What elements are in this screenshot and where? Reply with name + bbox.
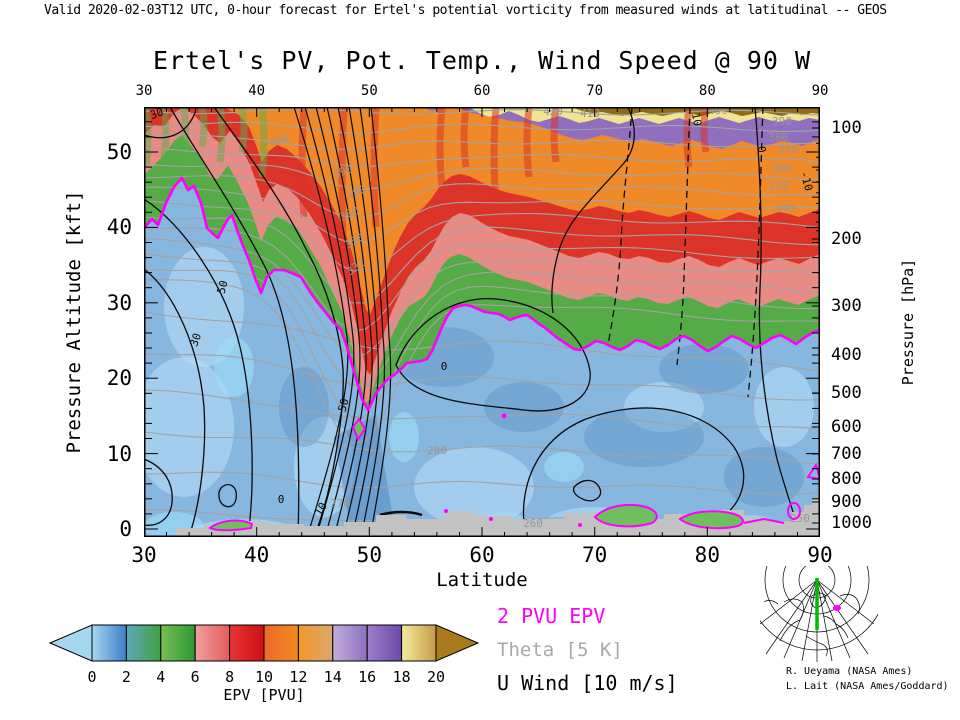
svg-text:12: 12	[289, 668, 307, 686]
svg-text:-10: -10	[798, 170, 816, 193]
svg-text:280: 280	[427, 444, 447, 457]
lat-tick-top: 60	[473, 83, 491, 99]
svg-text:0: 0	[754, 145, 768, 154]
lat-tick-top: 80	[698, 83, 716, 99]
overlay-legend: 2 PVU EPV Theta [5 K] U Wind [10 m/s]	[497, 604, 678, 695]
hpa-tick: 100	[831, 118, 862, 138]
x-axis-title: Latitude	[436, 569, 528, 591]
svg-text:10: 10	[312, 500, 330, 518]
svg-text:20: 20	[427, 668, 445, 686]
svg-text:16: 16	[358, 668, 376, 686]
inset-location-map	[760, 566, 878, 662]
epv-colorbar: 0 2 4 6 8 10 12 14 16 18 20 EPV [PVU]	[48, 624, 480, 704]
svg-text:30: 30	[187, 331, 204, 348]
svg-text:360: 360	[773, 162, 793, 175]
legend-theta: Theta [5 K]	[497, 639, 623, 661]
hpa-tick: 300	[831, 296, 862, 316]
svg-text:410: 410	[580, 107, 600, 120]
kft-tick: 0	[119, 517, 132, 541]
lat-tick-top: 30	[135, 83, 153, 99]
legend-2pvu-epv: 2 PVU EPV	[497, 604, 606, 628]
left-axis-title: Pressure Altitude [kft]	[63, 190, 85, 454]
svg-text:0: 0	[278, 493, 285, 506]
lat-tick-top: 50	[360, 83, 378, 99]
svg-text:420: 420	[543, 107, 563, 118]
svg-text:8: 8	[225, 668, 234, 686]
svg-text:2: 2	[122, 668, 131, 686]
svg-text:0: 0	[441, 360, 448, 373]
lat-tick-bottom: 80	[694, 543, 720, 567]
hpa-tick: 200	[831, 229, 862, 249]
svg-text:350: 350	[768, 180, 788, 193]
kft-tick: 40	[106, 215, 132, 240]
svg-text:30: 30	[148, 107, 165, 122]
lat-tick-bottom: 40	[244, 543, 270, 567]
svg-text:6: 6	[191, 668, 200, 686]
kft-tick: 10	[106, 441, 132, 466]
lat-tick-bottom: 70	[582, 543, 608, 567]
hpa-tick: 700	[831, 444, 862, 464]
svg-text:0: 0	[87, 668, 96, 686]
lat-tick-bottom: 50	[356, 543, 382, 567]
legend-u-wind: U Wind [10 m/s]	[497, 671, 678, 695]
kft-tick: 30	[106, 290, 132, 315]
lat-tick-bottom: 60	[469, 543, 495, 567]
svg-text:390: 390	[331, 162, 354, 181]
svg-text:380: 380	[768, 131, 788, 144]
svg-text:4: 4	[156, 668, 165, 686]
svg-text:340: 340	[775, 202, 795, 215]
valid-time-annotation: Valid 2020-02-03T12 UTC, 0-hour forecast…	[44, 3, 887, 18]
hpa-tick: 500	[831, 383, 862, 403]
svg-text:14: 14	[324, 668, 342, 686]
credits: R. Ueyama (NASA Ames) L. Lait (NASA Ames…	[786, 664, 949, 694]
svg-text:50: 50	[215, 279, 231, 295]
svg-text:10: 10	[689, 112, 704, 127]
lat-tick-bottom: 30	[131, 543, 157, 567]
plot-title: Ertel's PV, Pot. Temp., Wind Speed @ 90 …	[152, 46, 812, 75]
svg-text:260: 260	[523, 517, 543, 530]
hpa-tick: 800	[831, 469, 862, 489]
svg-text:18: 18	[393, 668, 411, 686]
right-axis-title: Pressure [hPa]	[899, 258, 917, 386]
hpa-tick: 900	[831, 492, 862, 512]
lat-tick-top: 40	[248, 83, 266, 99]
hpa-tick: 400	[831, 345, 862, 365]
svg-text:250: 250	[790, 512, 810, 525]
svg-text:EPV [PVU]: EPV [PVU]	[223, 686, 304, 704]
svg-text:370: 370	[778, 144, 798, 157]
hpa-tick: 600	[831, 417, 862, 437]
svg-text:390: 390	[772, 115, 792, 128]
svg-text:400: 400	[268, 132, 290, 148]
kft-tick: 50	[106, 140, 132, 164]
lat-tick-top: 90	[811, 83, 829, 99]
svg-text:10: 10	[255, 668, 273, 686]
lat-tick-bottom: 90	[807, 543, 833, 567]
kft-tick: 20	[106, 366, 132, 391]
svg-text:270: 270	[330, 497, 350, 510]
plot-area: 400 390 380 370 360 350 340 420 410 400 390 380 360 3…	[134, 27, 822, 555]
lat-tick-top: 70	[586, 83, 604, 99]
credit-line-2: L. Lait (NASA Ames/Goddard)	[786, 681, 949, 692]
svg-text:50: 50	[336, 397, 352, 413]
hpa-tick: 1000	[831, 513, 872, 533]
credit-line-1: R. Ueyama (NASA Ames)	[786, 666, 913, 677]
